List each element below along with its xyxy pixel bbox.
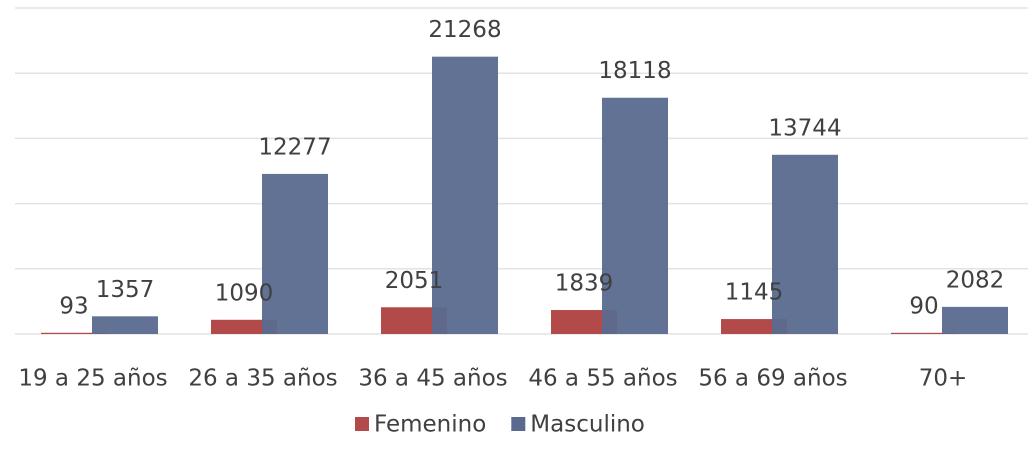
data-label: 93 <box>59 293 88 319</box>
data-label: 2051 <box>385 268 444 294</box>
data-label: 18118 <box>598 58 671 84</box>
legend-swatch <box>355 417 369 431</box>
data-label: 12277 <box>258 134 331 160</box>
bar <box>721 319 787 334</box>
bar <box>891 332 957 334</box>
bar <box>41 332 107 334</box>
bar <box>211 319 277 334</box>
x-tick-label: 56 a 69 años <box>698 366 847 392</box>
data-label: 1357 <box>96 277 155 303</box>
data-label: 1145 <box>725 280 784 306</box>
data-label: 21268 <box>428 17 501 43</box>
bar <box>551 310 617 334</box>
bar <box>772 154 838 334</box>
x-tick-label: 19 a 25 años <box>18 366 167 392</box>
data-label: 90 <box>909 293 938 319</box>
data-label: 1090 <box>215 280 274 306</box>
x-tick-label: 26 a 35 años <box>188 366 337 392</box>
legend-label: Femenino <box>374 412 486 438</box>
x-tick-label: 70+ <box>919 366 968 392</box>
bar <box>432 56 498 334</box>
x-tick-label: 36 a 45 años <box>358 366 507 392</box>
bar <box>92 316 158 334</box>
bar <box>942 306 1008 334</box>
x-tick-label: 46 a 55 años <box>528 366 677 392</box>
data-label: 13744 <box>768 115 841 141</box>
bar <box>602 97 668 335</box>
legend-swatch <box>511 417 526 431</box>
data-label: 2082 <box>946 267 1005 293</box>
legend-label: Masculino <box>530 412 645 438</box>
data-label: 1839 <box>555 271 614 297</box>
bar <box>262 173 328 334</box>
